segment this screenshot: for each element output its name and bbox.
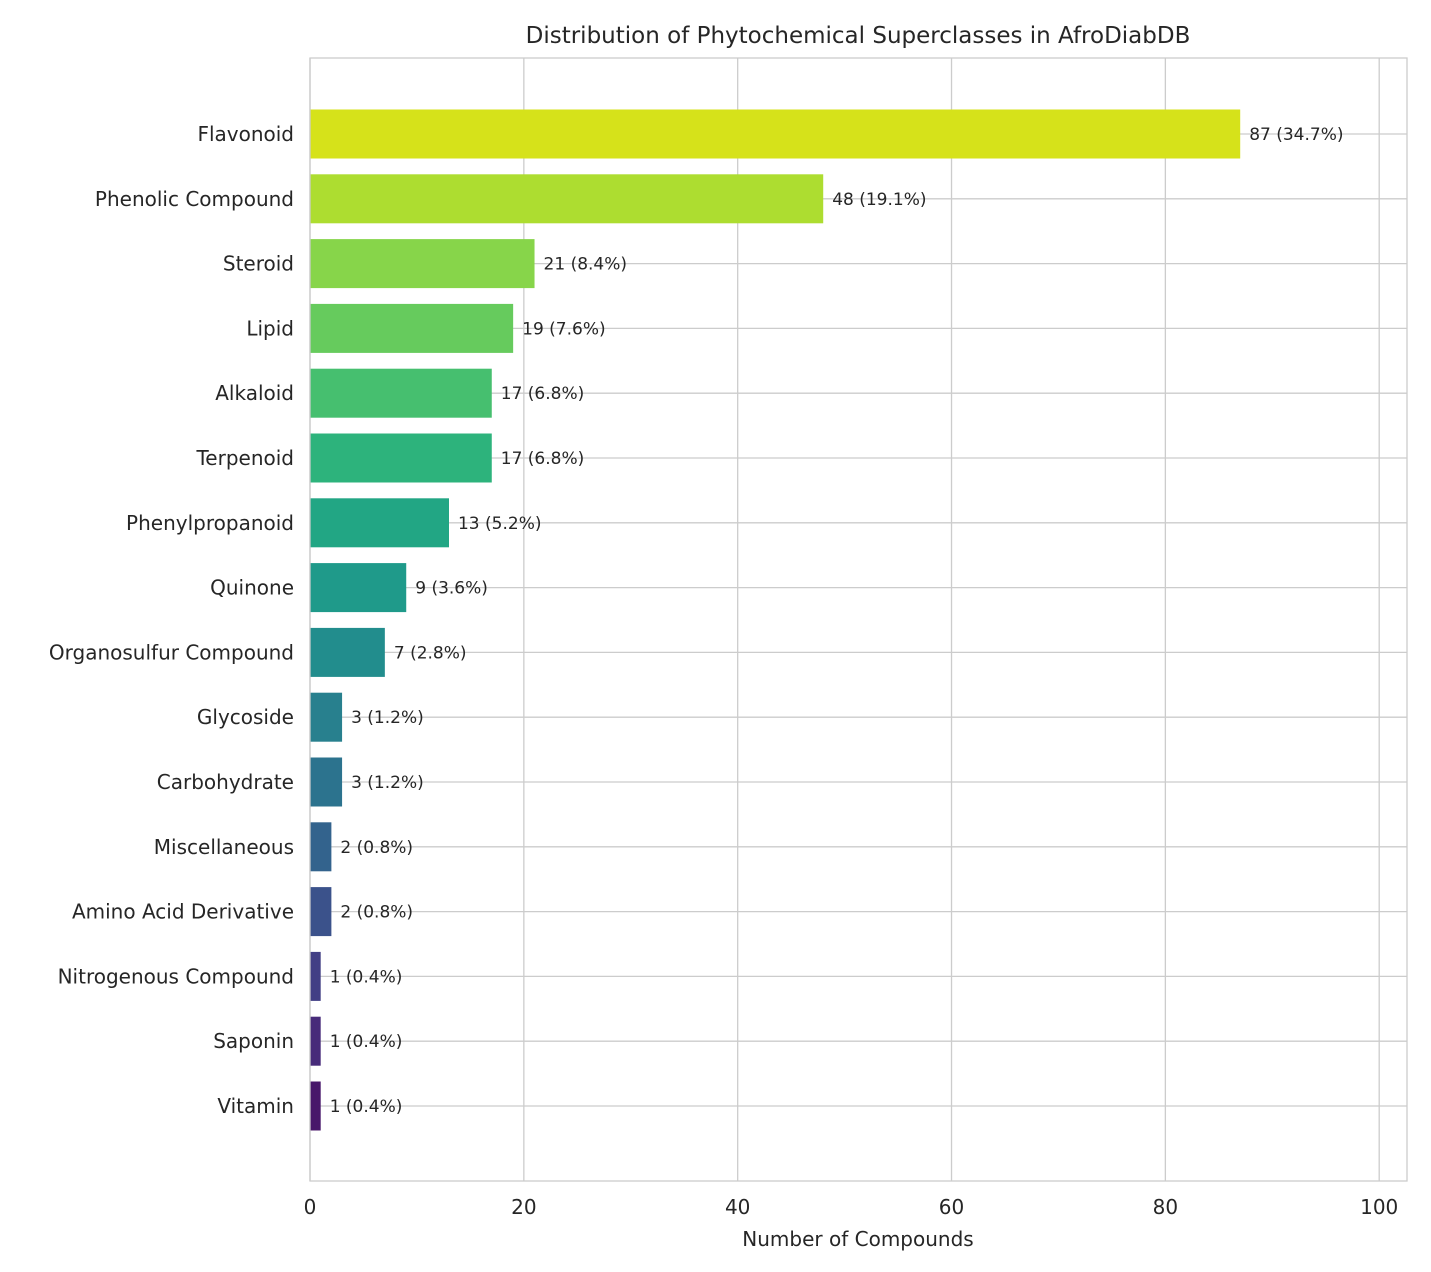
chart-title: Distribution of Phytochemical Superclass… xyxy=(526,23,1191,49)
data-label: 7 (2.8%) xyxy=(394,643,467,663)
category-label: Saponin xyxy=(213,1029,294,1053)
x-tick-label: 0 xyxy=(304,1195,317,1219)
plot-frame xyxy=(309,57,1408,1182)
category-label: Nitrogenous Compound xyxy=(58,964,294,988)
data-label: 3 (1.2%) xyxy=(351,773,424,793)
data-label: 1 (0.4%) xyxy=(330,1097,403,1117)
bar xyxy=(310,563,407,613)
bar xyxy=(310,627,385,677)
data-label: 1 (0.4%) xyxy=(330,967,403,987)
bar xyxy=(310,433,492,483)
bar xyxy=(310,822,332,872)
category-label: Vitamin xyxy=(217,1094,294,1118)
data-label: 3 (1.2%) xyxy=(351,708,424,728)
data-label: 2 (0.8%) xyxy=(340,838,413,858)
category-label: Quinone xyxy=(210,576,294,600)
bar xyxy=(310,239,535,289)
x-tick-label: 40 xyxy=(725,1195,750,1219)
category-label: Alkaloid xyxy=(215,381,294,405)
data-label: 2 (0.8%) xyxy=(340,903,413,923)
x-axis-label: Number of Compounds xyxy=(742,1227,973,1251)
bar xyxy=(310,757,343,807)
bar xyxy=(310,498,449,548)
data-label: 21 (8.4%) xyxy=(544,255,628,275)
x-tick-label: 20 xyxy=(511,1195,536,1219)
data-label: 17 (6.8%) xyxy=(501,384,585,404)
category-label: Phenylpropanoid xyxy=(126,511,294,535)
category-label: Lipid xyxy=(246,316,294,340)
bar xyxy=(310,951,321,1001)
bar xyxy=(310,1016,321,1066)
x-tick-label: 80 xyxy=(1153,1195,1178,1219)
bars xyxy=(310,109,1241,1131)
bar xyxy=(310,368,492,418)
x-tick-label: 60 xyxy=(939,1195,964,1219)
data-label: 13 (5.2%) xyxy=(458,514,542,534)
bar xyxy=(310,692,343,742)
data-labels: 87 (34.7%) 48 (19.1%) 21 (8.4%) 19 (7.6%) 17… xyxy=(330,125,1344,1117)
data-label: 17 (6.8%) xyxy=(501,449,585,469)
data-label: 1 (0.4%) xyxy=(330,1032,403,1052)
data-label: 19 (7.6%) xyxy=(522,319,606,339)
data-label: 48 (19.1%) xyxy=(832,190,926,210)
category-label: Glycoside xyxy=(197,705,294,729)
category-label: Organosulfur Compound xyxy=(49,640,294,664)
category-label: Terpenoid xyxy=(195,446,294,470)
bar xyxy=(310,887,332,937)
bar xyxy=(310,1081,321,1131)
data-label: 9 (3.6%) xyxy=(415,579,488,599)
data-label: 87 (34.7%) xyxy=(1249,125,1343,145)
category-labels: Flavonoid Phenolic Compound Steroid Lipid Al… xyxy=(49,122,294,1118)
category-label: Amino Acid Derivative xyxy=(72,900,294,924)
gridlines xyxy=(309,58,1407,1181)
x-tick-label: 100 xyxy=(1360,1195,1398,1219)
category-label: Miscellaneous xyxy=(154,835,294,859)
category-label: Steroid xyxy=(223,252,294,276)
bar xyxy=(310,174,824,224)
category-label: Carbohydrate xyxy=(157,770,294,794)
x-tick-labels: 0 20 40 60 80 100 xyxy=(304,1195,1399,1219)
bar xyxy=(310,109,1241,159)
category-label: Flavonoid xyxy=(197,122,294,146)
bar xyxy=(310,303,514,353)
category-label: Phenolic Compound xyxy=(95,187,294,211)
